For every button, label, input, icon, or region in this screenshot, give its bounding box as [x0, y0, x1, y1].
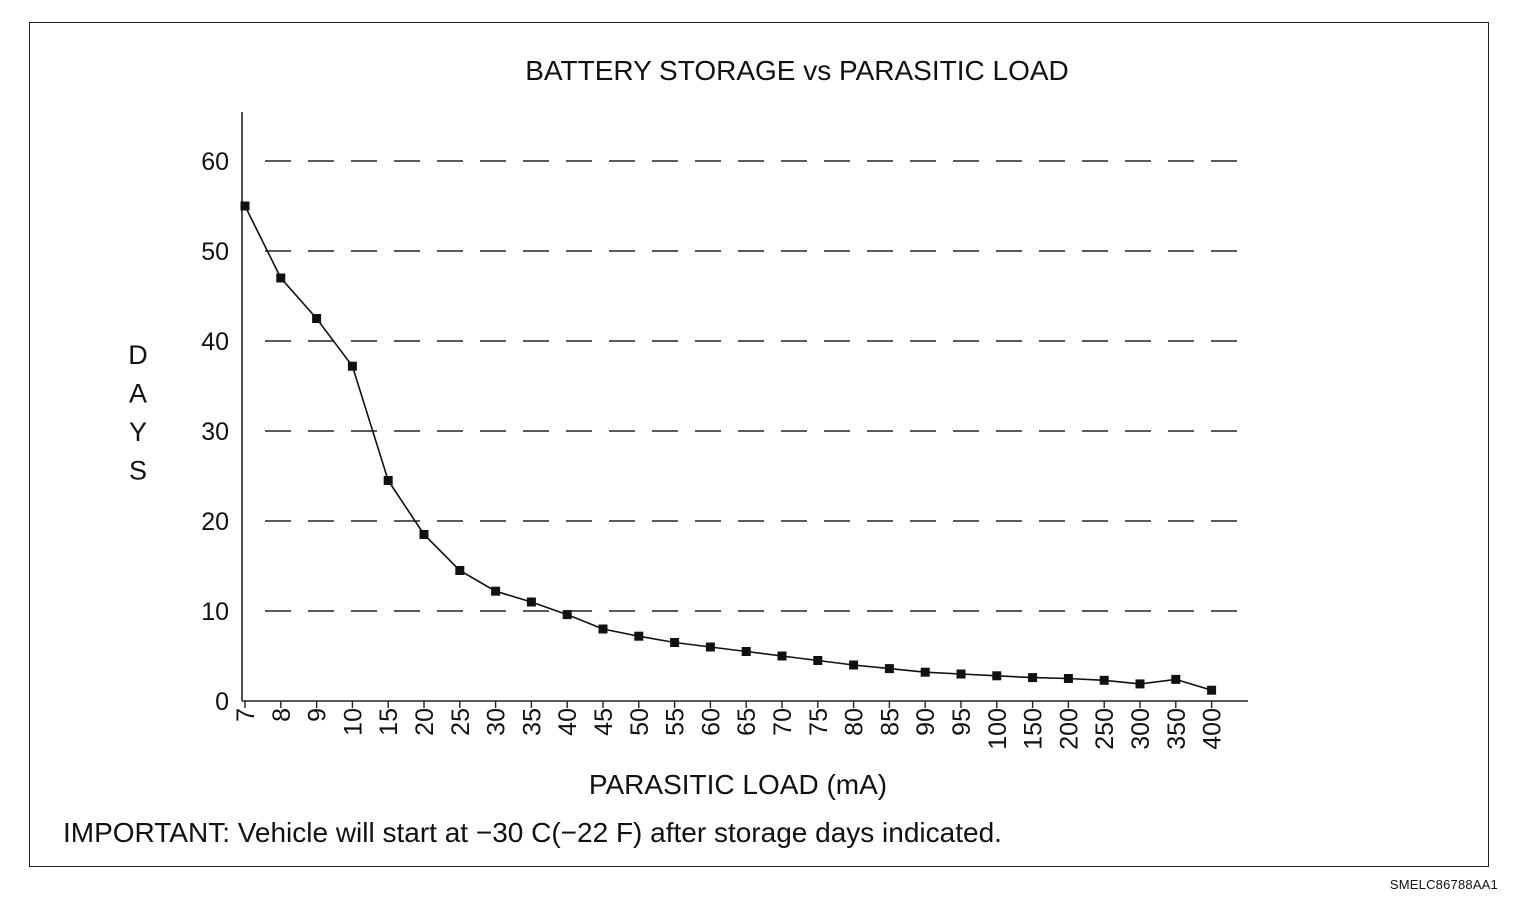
- x-tick-label: 65: [733, 708, 761, 736]
- data-point-marker: [562, 610, 572, 620]
- x-tick-label: 200: [1055, 708, 1083, 750]
- x-tick-label: 300: [1127, 708, 1155, 750]
- data-series: [240, 201, 1217, 695]
- data-point-marker: [920, 667, 930, 677]
- y-tick-labels: 0 10 20 30 40 50 60: [201, 148, 229, 716]
- data-point-marker: [312, 314, 322, 323]
- x-tick-label: 40: [554, 708, 582, 736]
- data-point-marker: [670, 638, 680, 647]
- chart-frame: [29, 22, 1489, 867]
- y-tick-label: 40: [201, 328, 229, 356]
- data-point-marker: [491, 586, 501, 596]
- x-tick-label: 9: [304, 708, 332, 722]
- data-point-marker: [1099, 675, 1109, 685]
- x-tick-label: 60: [697, 708, 725, 736]
- gridlines: [265, 160, 1250, 612]
- data-point-marker: [741, 647, 751, 656]
- x-tick-labels: 7 8 9 10 15 20 25 30 35 40 45 50 55 60 65 70 75 80 85 90 95 1…: [232, 708, 1227, 750]
- data-point-marker: [276, 273, 286, 283]
- x-tick-label: 7: [232, 708, 260, 722]
- series-line: [244, 205, 1212, 691]
- data-point-marker: [992, 671, 1002, 681]
- x-tick-label: 55: [662, 708, 690, 736]
- data-point-marker: [705, 642, 715, 652]
- x-tick-label: 75: [805, 708, 833, 736]
- x-axis-label: PARASITIC LOAD (mA): [589, 769, 887, 800]
- data-point-marker: [347, 361, 357, 371]
- y-tick-label: 50: [201, 238, 229, 266]
- x-tick-label: 90: [912, 708, 940, 736]
- x-tick-label: 95: [948, 708, 976, 736]
- x-tick-label: 8: [268, 708, 296, 722]
- data-point-marker: [884, 664, 894, 674]
- data-point-marker: [455, 566, 465, 575]
- data-point-marker: [1135, 679, 1145, 689]
- data-point-marker: [419, 530, 429, 539]
- x-tick-label: 30: [483, 708, 511, 736]
- x-tick-label: 350: [1163, 708, 1191, 750]
- y-tick-label: 20: [201, 508, 229, 536]
- figure-code: SMELC86788AA1: [1389, 877, 1498, 892]
- data-point-marker: [1063, 674, 1073, 683]
- x-tick-label: 150: [1020, 708, 1048, 750]
- x-tick-label: 250: [1091, 708, 1119, 750]
- data-point-marker: [777, 651, 787, 661]
- data-point-marker: [1171, 674, 1181, 684]
- data-point-marker: [849, 660, 859, 670]
- y-tick-label: 30: [201, 418, 229, 446]
- x-tick-label: 70: [769, 708, 797, 736]
- y-tick-label: 60: [201, 148, 229, 176]
- data-point-marker: [598, 624, 608, 634]
- data-point-marker: [526, 597, 536, 607]
- axes: [241, 112, 1248, 708]
- data-point-marker: [383, 476, 393, 485]
- x-tick-label: 100: [984, 708, 1012, 750]
- x-tick-label: 50: [626, 708, 654, 736]
- x-tick-label: 85: [876, 708, 904, 736]
- data-point-marker: [813, 656, 823, 665]
- x-tick-label: 400: [1199, 708, 1227, 750]
- x-tick-label: 45: [590, 708, 618, 736]
- x-tick-label: 20: [411, 708, 439, 736]
- data-point-marker: [240, 201, 250, 211]
- x-tick-label: 15: [375, 708, 403, 736]
- chart-title: BATTERY STORAGE vs PARASITIC LOAD: [525, 55, 1069, 86]
- x-tick-label: 10: [339, 708, 367, 736]
- y-tick-label: 10: [201, 598, 229, 626]
- x-tick-label: 35: [518, 708, 546, 736]
- data-point-marker: [634, 631, 644, 641]
- data-point-marker: [1207, 685, 1217, 695]
- y-tick-label: 0: [215, 688, 229, 716]
- important-note: IMPORTANT: Vehicle will start at −30 C(−…: [63, 817, 1002, 848]
- x-tick-label: 80: [841, 708, 869, 736]
- data-point-marker: [956, 669, 966, 679]
- data-point-marker: [1028, 673, 1038, 683]
- x-tick-label: 25: [447, 708, 475, 736]
